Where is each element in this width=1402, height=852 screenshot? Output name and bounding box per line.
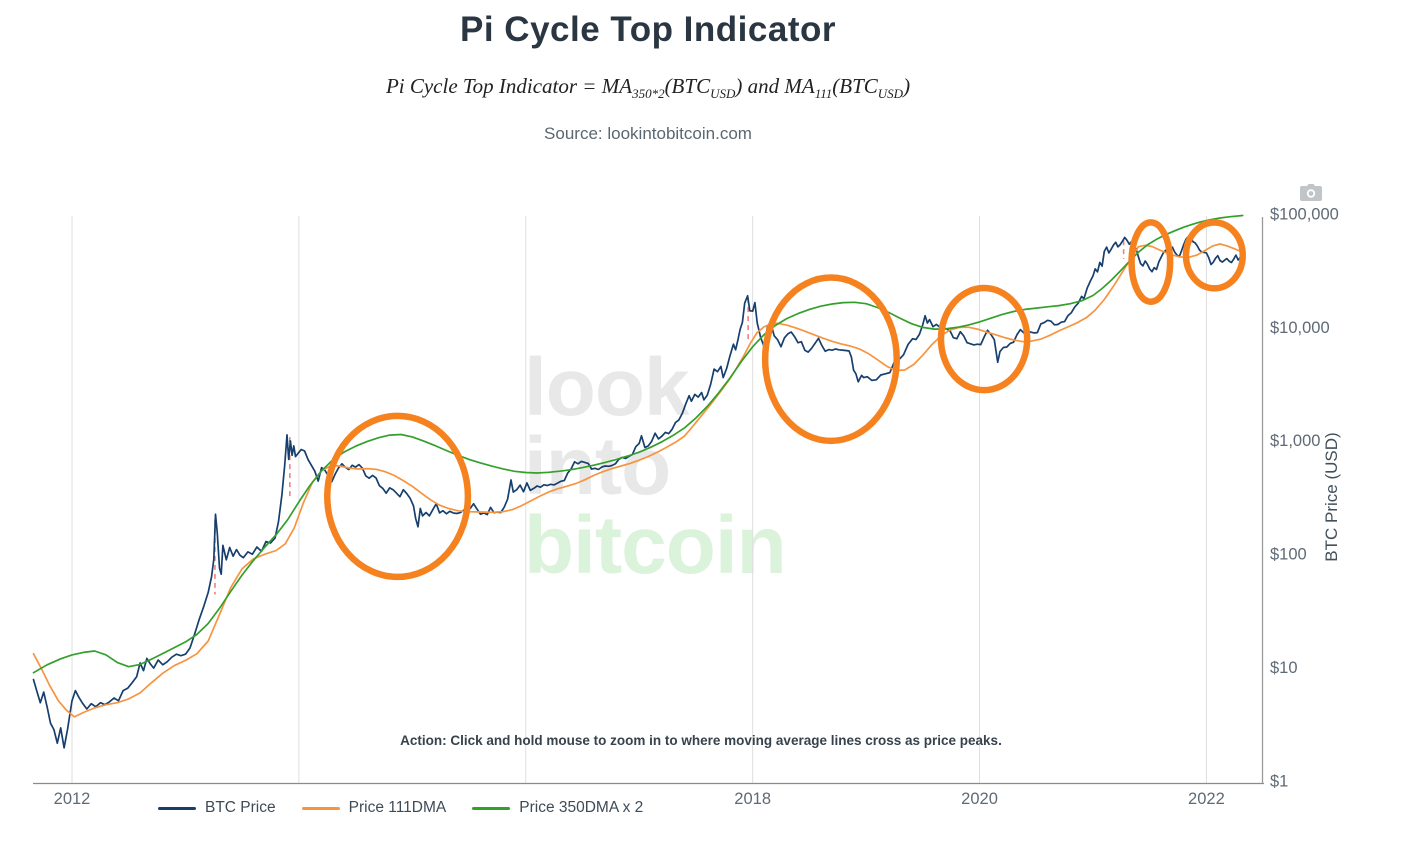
y-tick-label: $100,000 [1270, 205, 1339, 223]
y-tick-label: $1 [1270, 772, 1288, 790]
x-tick-label: 2012 [54, 790, 91, 808]
crossover-highlight-circle [1128, 219, 1174, 305]
y-tick-label: $10,000 [1270, 319, 1330, 337]
y-tick-label: $10 [1270, 659, 1298, 677]
x-tick-label: 2020 [961, 790, 998, 808]
watermark: look into bitcoin [524, 347, 787, 587]
formula-sub-350x2: 350*2 [632, 86, 665, 102]
header: Pi Cycle Top Indicator Pi Cycle Top Indi… [0, 0, 1296, 144]
series-line-price-350dma-x-2 [32, 214, 1244, 674]
action-annotation: Action: Click and hold mouse to zoom in … [400, 733, 1002, 748]
crossover-highlight-circle [761, 274, 900, 445]
formula-mid3: (BTC [832, 74, 878, 98]
btc-price-line-swatch [158, 806, 196, 810]
formula-prefix: Pi Cycle Top Indicator = MA [385, 74, 633, 98]
y-axis-title: BTC Price (USD) [1322, 432, 1341, 562]
plot-area[interactable] [33, 215, 1262, 782]
camera-icon[interactable] [1299, 184, 1323, 203]
formula-sub-usd1: USD [710, 86, 736, 102]
price-111dma-line-swatch [301, 806, 340, 810]
formula-suffix: ) [903, 74, 911, 98]
watermark-bitcoin: bitcoin [524, 505, 787, 587]
formula-subtitle: Pi Cycle Top Indicator = MA350*2(BTCUSD)… [0, 74, 1296, 102]
legend: BTC Price Price 111DMA Price 350DMA x 2 [158, 799, 643, 817]
formula-mid1: (BTC [664, 74, 711, 98]
legend-item-price-111dma[interactable]: Price 111DMA [301, 799, 447, 817]
series-line-btc-price [32, 232, 1242, 749]
source-text: Source: lookintobitcoin.com [544, 124, 752, 144]
legend-label: Price 111DMA [348, 799, 447, 816]
y-tick-label: $1,000 [1270, 432, 1320, 450]
x-tick-label: 2018 [734, 790, 771, 808]
crossover-highlight-circle [1182, 219, 1246, 292]
x-tick-label: 2022 [1188, 790, 1225, 808]
legend-label: BTC Price [205, 799, 276, 816]
watermark-look: look [524, 347, 786, 429]
formula-sub-usd2: USD [877, 86, 904, 102]
series-line-price-111dma [32, 243, 1244, 718]
watermark-into: into [524, 426, 786, 508]
formula-mid2: ) and MA [735, 74, 815, 98]
legend-label: Price 350DMA x 2 [519, 799, 644, 816]
crossover-highlight-circle [937, 284, 1031, 394]
price-350dma-x2-line-swatch [472, 806, 511, 810]
y-tick-label: $100 [1270, 546, 1307, 564]
legend-item-btc-price[interactable]: BTC Price [158, 799, 276, 817]
formula-sub-111: 111 [814, 86, 833, 102]
legend-item-price-350dma-x2[interactable]: Price 350DMA x 2 [472, 799, 643, 817]
crossover-highlight-circle [324, 412, 472, 581]
page-title: Pi Cycle Top Indicator [460, 10, 836, 49]
